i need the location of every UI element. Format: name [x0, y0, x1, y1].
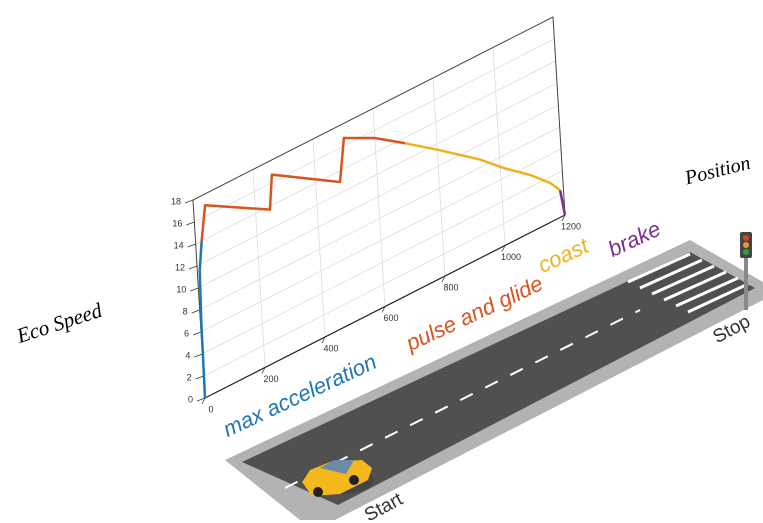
y-tick	[188, 265, 198, 270]
grid-line	[492, 47, 506, 246]
grid-line	[312, 138, 326, 338]
series-line	[198, 240, 207, 399]
y-tick	[195, 375, 204, 380]
grid-line	[199, 126, 560, 311]
y-tick	[186, 221, 195, 226]
grid-line	[203, 192, 564, 377]
x-tick-label: 400	[323, 343, 338, 353]
x-tick	[441, 275, 446, 283]
y-tick-label: 6	[184, 328, 189, 338]
x-tick-label: 1000	[501, 252, 521, 262]
y-tick-label: 8	[183, 306, 188, 316]
x-tick	[261, 367, 266, 374]
x-tick	[381, 306, 386, 313]
grid-line	[195, 60, 556, 245]
y-tick	[194, 353, 203, 358]
x-tick-label: 1200	[561, 221, 581, 231]
series-label: brake	[604, 216, 664, 262]
car	[302, 460, 374, 497]
crosswalk	[627, 252, 749, 314]
y-tick-label: 18	[171, 196, 181, 206]
road	[225, 232, 763, 520]
x-tick	[561, 214, 566, 222]
x-tick-label: 600	[383, 313, 398, 323]
grid-line	[372, 108, 386, 307]
y-tick	[196, 397, 206, 402]
y-tick-label: 10	[176, 284, 186, 294]
grid-line	[432, 77, 446, 277]
y-tick-label: 16	[172, 218, 182, 228]
road-surface	[242, 252, 755, 505]
series-line	[558, 190, 567, 216]
y-tick-label: 14	[174, 240, 184, 250]
y-tick	[192, 331, 202, 336]
grid-line	[200, 148, 562, 333]
y-tick-label: 12	[175, 262, 185, 272]
y-tick	[190, 287, 199, 292]
x-tick	[321, 336, 326, 344]
plot-frame	[192, 16, 566, 399]
x-axis-label: Position	[682, 152, 753, 190]
x-tick-label: 200	[263, 374, 278, 384]
series-line	[404, 141, 561, 192]
x-tick	[201, 397, 206, 405]
grid-line	[196, 82, 558, 267]
series-label: coast	[534, 233, 593, 278]
y-tick-label: 2	[187, 372, 192, 382]
x-axis	[204, 214, 566, 399]
lane-line	[284, 309, 641, 489]
y-axis-label: Eco Speed	[13, 298, 106, 348]
y-tick-label: 4	[185, 350, 190, 360]
series-line	[200, 136, 406, 242]
x-tick-label: 0	[208, 404, 213, 414]
x-tick-label: 800	[443, 282, 458, 292]
y-tick	[184, 199, 194, 204]
y-tick	[187, 243, 196, 248]
y-tick-label: 0	[188, 394, 193, 404]
traffic-light	[740, 232, 752, 310]
x-tick	[501, 245, 506, 252]
grid-line	[252, 169, 266, 368]
grid-line	[198, 104, 559, 289]
grid-line	[202, 170, 563, 355]
grid-line	[194, 38, 555, 223]
y-tick	[191, 309, 200, 314]
